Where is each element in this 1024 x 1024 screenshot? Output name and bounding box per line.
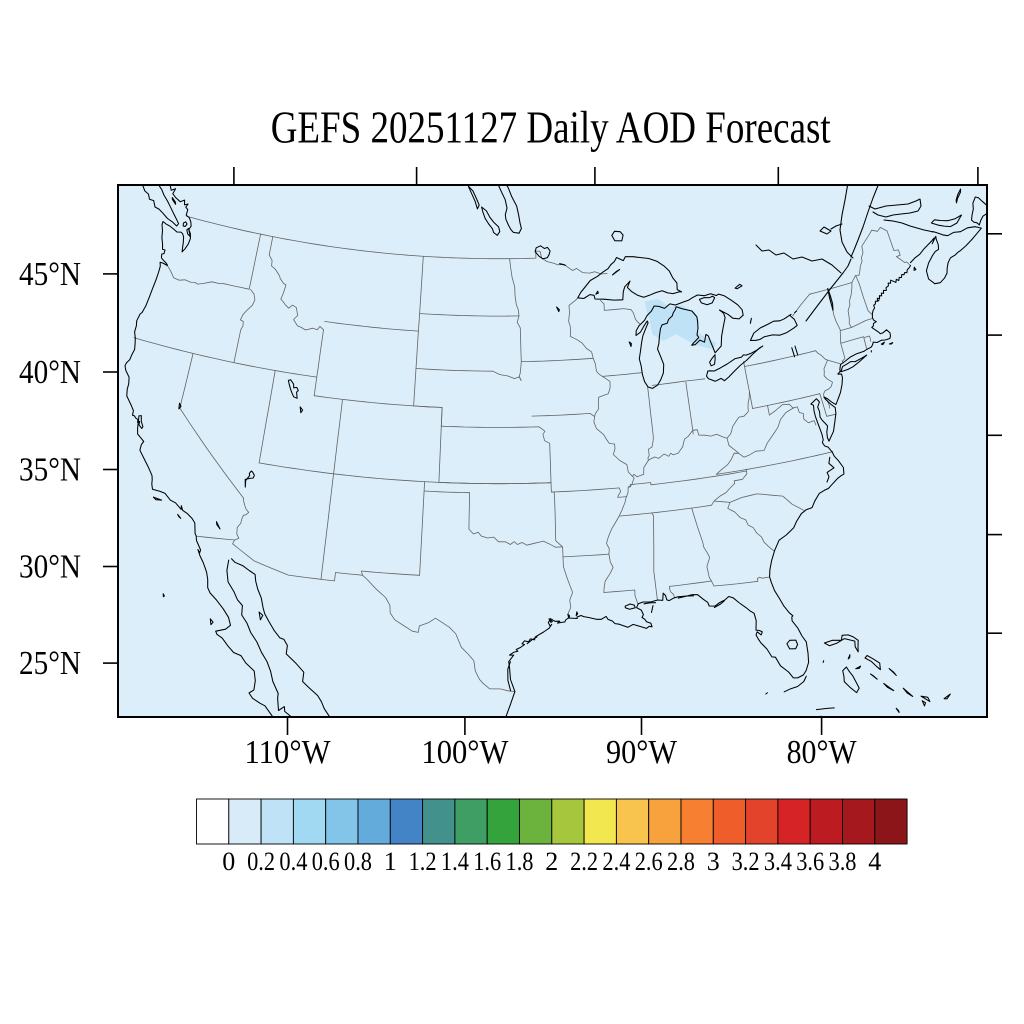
svg-text:25°N: 25°N [19, 645, 81, 682]
svg-text:3.2: 3.2 [732, 847, 760, 876]
svg-text:2.4: 2.4 [602, 847, 630, 876]
svg-text:3: 3 [707, 847, 720, 876]
svg-text:30°N: 30°N [19, 549, 81, 586]
svg-text:40°N: 40°N [19, 354, 81, 391]
svg-text:100°W: 100°W [421, 734, 509, 771]
svg-text:1.2: 1.2 [409, 847, 437, 876]
svg-text:35°N: 35°N [19, 452, 81, 489]
svg-text:0.6: 0.6 [312, 847, 340, 876]
svg-text:110°W: 110°W [245, 734, 332, 771]
svg-text:1: 1 [384, 847, 397, 876]
svg-text:2.6: 2.6 [635, 847, 663, 876]
svg-text:1.6: 1.6 [473, 847, 501, 876]
svg-text:0.4: 0.4 [279, 847, 307, 876]
svg-text:0.8: 0.8 [344, 847, 372, 876]
svg-text:0: 0 [222, 847, 235, 876]
svg-text:4: 4 [868, 847, 881, 876]
svg-text:2.8: 2.8 [667, 847, 695, 876]
svg-text:1.8: 1.8 [506, 847, 534, 876]
svg-text:GEFS 20251127 Daily AOD Foreca: GEFS 20251127 Daily AOD Forecast [271, 103, 831, 153]
svg-text:0.2: 0.2 [247, 847, 275, 876]
svg-text:2: 2 [545, 847, 558, 876]
svg-text:3.4: 3.4 [764, 847, 792, 876]
svg-text:2.2: 2.2 [570, 847, 598, 876]
svg-text:1.4: 1.4 [441, 847, 469, 876]
svg-text:3.6: 3.6 [796, 847, 824, 876]
svg-text:3.8: 3.8 [829, 847, 857, 876]
svg-text:80°W: 80°W [787, 734, 858, 771]
svg-text:90°W: 90°W [606, 734, 678, 771]
svg-text:45°N: 45°N [19, 256, 81, 293]
